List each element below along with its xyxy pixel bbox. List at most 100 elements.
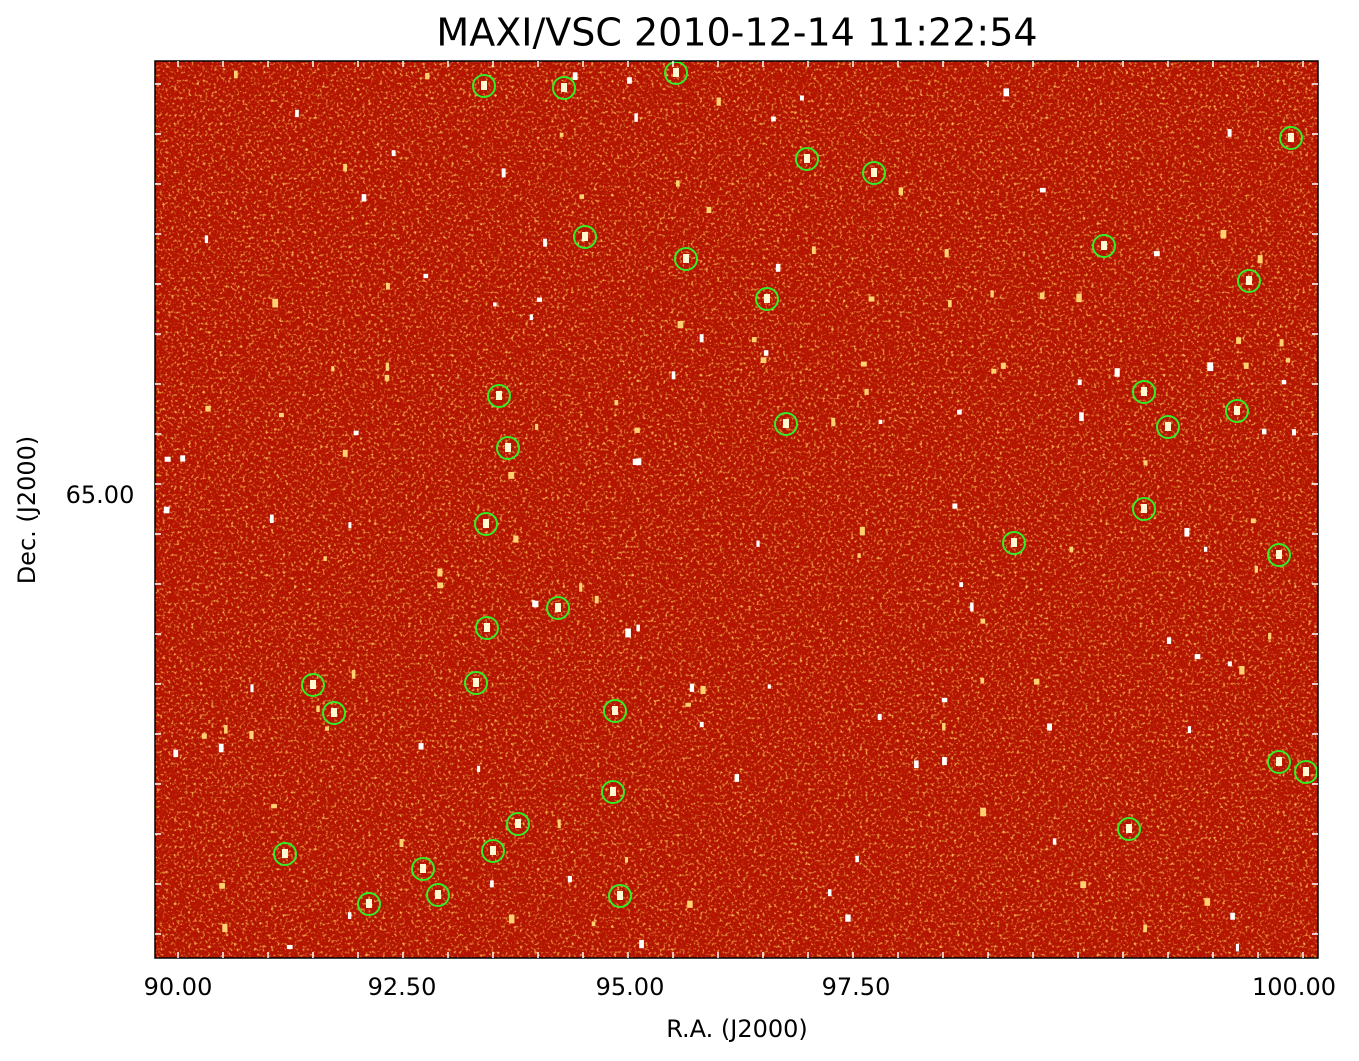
faint-source	[250, 684, 254, 693]
source-spot	[1165, 422, 1171, 431]
faint-source	[233, 70, 238, 79]
faint-source	[639, 939, 644, 949]
source-marker	[301, 673, 325, 697]
faint-source	[361, 194, 367, 202]
faint-source	[878, 419, 883, 424]
faint-source	[1279, 339, 1284, 347]
source-spot	[764, 294, 770, 303]
faint-source	[535, 423, 539, 430]
source-spot	[555, 603, 561, 612]
faint-source	[1079, 412, 1084, 422]
faint-source	[1285, 358, 1291, 363]
faint-source	[1281, 380, 1287, 385]
faint-source	[1227, 661, 1232, 667]
source-spot	[366, 899, 372, 908]
faint-source	[572, 72, 578, 80]
faint-source	[625, 628, 631, 638]
source-spot	[610, 787, 616, 796]
faint-source	[1254, 565, 1258, 573]
source-spot	[612, 706, 618, 715]
faint-source	[1080, 881, 1087, 889]
faint-source	[163, 506, 170, 514]
ticks	[155, 61, 1318, 958]
source-spot	[1234, 406, 1240, 415]
faint-source	[1261, 428, 1267, 435]
faint-source	[384, 374, 390, 381]
faint-source	[635, 458, 642, 466]
source-spot	[1141, 387, 1147, 396]
faint-source	[490, 880, 494, 888]
faint-source	[1239, 665, 1245, 675]
source-spot	[1276, 757, 1282, 766]
faint-source	[687, 900, 693, 908]
faint-source	[689, 683, 695, 692]
faint-source	[1040, 187, 1046, 193]
source-spot	[783, 419, 789, 428]
faint-source	[1069, 546, 1074, 553]
faint-source	[425, 72, 430, 80]
faint-source	[353, 430, 359, 436]
source-marker	[795, 147, 819, 171]
source-marker	[1237, 269, 1261, 293]
faint-source	[699, 721, 704, 728]
faint-source	[877, 713, 882, 720]
faint-source	[706, 206, 712, 214]
source-marker	[552, 76, 576, 100]
source-spot	[282, 849, 288, 858]
faint-source	[559, 132, 564, 137]
faint-source	[1076, 293, 1082, 303]
source-spot	[515, 819, 521, 828]
faint-source	[828, 889, 832, 897]
faint-source	[508, 471, 515, 479]
source-spot	[582, 232, 588, 241]
source-marker	[487, 384, 511, 408]
faint-source	[316, 705, 320, 712]
source-marker	[472, 74, 496, 98]
faint-source	[1039, 292, 1045, 300]
faint-source	[952, 503, 958, 509]
faint-source	[201, 733, 207, 739]
source-marker	[322, 701, 346, 725]
faint-source	[477, 765, 481, 773]
source-marker	[1279, 126, 1303, 150]
faint-source	[1114, 368, 1120, 377]
source-marker	[481, 839, 505, 863]
faint-source	[942, 757, 947, 766]
source-marker	[506, 812, 530, 836]
source-marker	[755, 287, 779, 311]
faint-source	[286, 944, 293, 950]
y-axis-label: Dec. (J2000)	[13, 436, 41, 585]
faint-source	[957, 409, 962, 415]
x-tick-label: 92.50	[368, 973, 437, 1001]
source-marker	[475, 616, 499, 640]
faint-source	[767, 684, 771, 689]
source-spot	[1126, 824, 1132, 833]
source-marker	[357, 892, 381, 916]
faint-source	[269, 514, 274, 524]
faint-source	[418, 743, 424, 750]
faint-source	[857, 553, 861, 558]
faint-source	[1052, 838, 1057, 845]
faint-source	[529, 314, 533, 321]
source-marker	[608, 884, 632, 908]
faint-source	[632, 458, 638, 466]
faint-source	[864, 388, 869, 395]
source-marker	[426, 883, 450, 907]
faint-source	[671, 371, 676, 380]
faint-source	[272, 298, 279, 308]
faint-source	[948, 300, 952, 308]
faint-source	[1000, 362, 1006, 369]
faint-source	[513, 535, 519, 543]
faint-source	[990, 290, 994, 298]
sources	[163, 61, 1318, 952]
source-marker	[573, 225, 597, 249]
source-marker	[664, 61, 688, 85]
faint-source	[342, 449, 348, 457]
source-spot	[496, 391, 502, 400]
source-spot	[484, 623, 490, 632]
faint-source	[218, 743, 224, 753]
source-marker	[411, 857, 435, 881]
faint-source	[1235, 943, 1240, 952]
faint-source	[1207, 362, 1214, 372]
